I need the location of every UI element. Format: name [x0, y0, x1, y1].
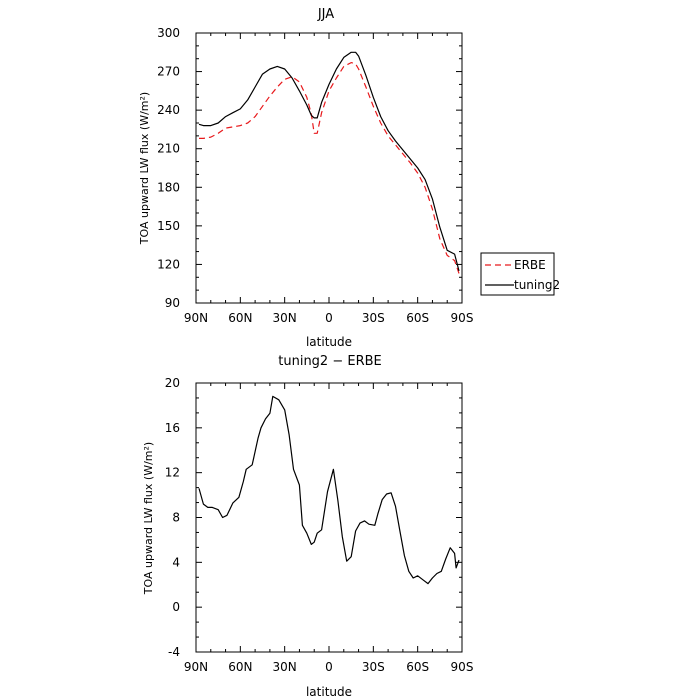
top-x-tick-label: 90S: [451, 311, 474, 325]
bottom-y-axis-label: TOA upward LW flux (W/m²): [142, 442, 155, 595]
bottom-panel-title: tuning2 − ERBE: [278, 354, 382, 369]
bottom-x-tick-label: 90S: [451, 660, 474, 674]
top-x-tick-label: 0: [325, 311, 333, 325]
top-plot-area: 90N 60N 30N 0 30S 60S 90S 90 120 150 180 210 240 270 3…: [157, 26, 473, 325]
legend-box: [480, 252, 555, 296]
top-y-tick-label: 210: [157, 142, 180, 156]
bottom-y-tick-label: -4: [168, 645, 180, 659]
bottom-y-tick-label: 16: [165, 421, 180, 435]
bottom-panel: tuning2 − ERBE 90N 60N 30N 0 30S 60S 90S -4 0 4 8 1…: [142, 354, 473, 699]
bottom-y-tick-label: 20: [165, 376, 180, 390]
bottom-x-tick-label: 60S: [406, 660, 429, 674]
bottom-plot-frame: [195, 382, 463, 653]
bottom-x-tick-label: 30N: [273, 660, 297, 674]
top-y-tick-label: 240: [157, 103, 180, 117]
top-y-tick-label: 90: [165, 296, 180, 310]
top-panel-title: JJA: [317, 7, 334, 22]
top-x-tick-label: 30N: [273, 311, 297, 325]
bottom-x-tick-label: 30S: [362, 660, 385, 674]
legend-erbe-label: ERBE: [514, 258, 546, 272]
top-y-axis-label: TOA upward LW flux (W/m²): [138, 92, 151, 245]
legend-tuning2-label: tuning2: [514, 278, 560, 292]
top-y-tick-label: 120: [157, 257, 180, 271]
bottom-plot-area: 90N 60N 30N 0 30S 60S 90S -4 0 4 8 12 16 20: [165, 376, 474, 674]
top-panel: JJA 90N 60N 30N 0 30S 60S 90S 90 120 150 180 210 240…: [138, 7, 560, 349]
bottom-y-tick-label: 0: [172, 600, 180, 614]
top-x-axis-label: latitude: [306, 335, 352, 349]
top-x-tick-label: 60S: [406, 311, 429, 325]
bottom-x-tick-label: 90N: [184, 660, 208, 674]
bottom-y-tick-label: 8: [172, 511, 180, 525]
top-x-tick-label: 30S: [362, 311, 385, 325]
bottom-y-tick-label: 4: [172, 555, 180, 569]
top-y-tick-label: 180: [157, 180, 180, 194]
bottom-x-axis-label: latitude: [306, 685, 352, 699]
legend: ERBE tuning2: [480, 252, 560, 296]
top-plot-frame: [195, 32, 463, 304]
top-y-tick-label: 150: [157, 219, 180, 233]
bottom-y-tick-label: 12: [165, 466, 180, 480]
bottom-x-tick-label: 60N: [228, 660, 252, 674]
top-x-tick-label: 90N: [184, 311, 208, 325]
bottom-x-tick-label: 0: [325, 660, 333, 674]
top-y-tick-label: 300: [157, 26, 180, 40]
top-series-erbe-line: [199, 61, 460, 274]
top-y-tick-label: 270: [157, 65, 180, 79]
top-x-tick-label: 60N: [228, 311, 252, 325]
top-series-tuning2-line: [198, 51, 460, 272]
bottom-series-tuning2-line: [198, 395, 460, 585]
